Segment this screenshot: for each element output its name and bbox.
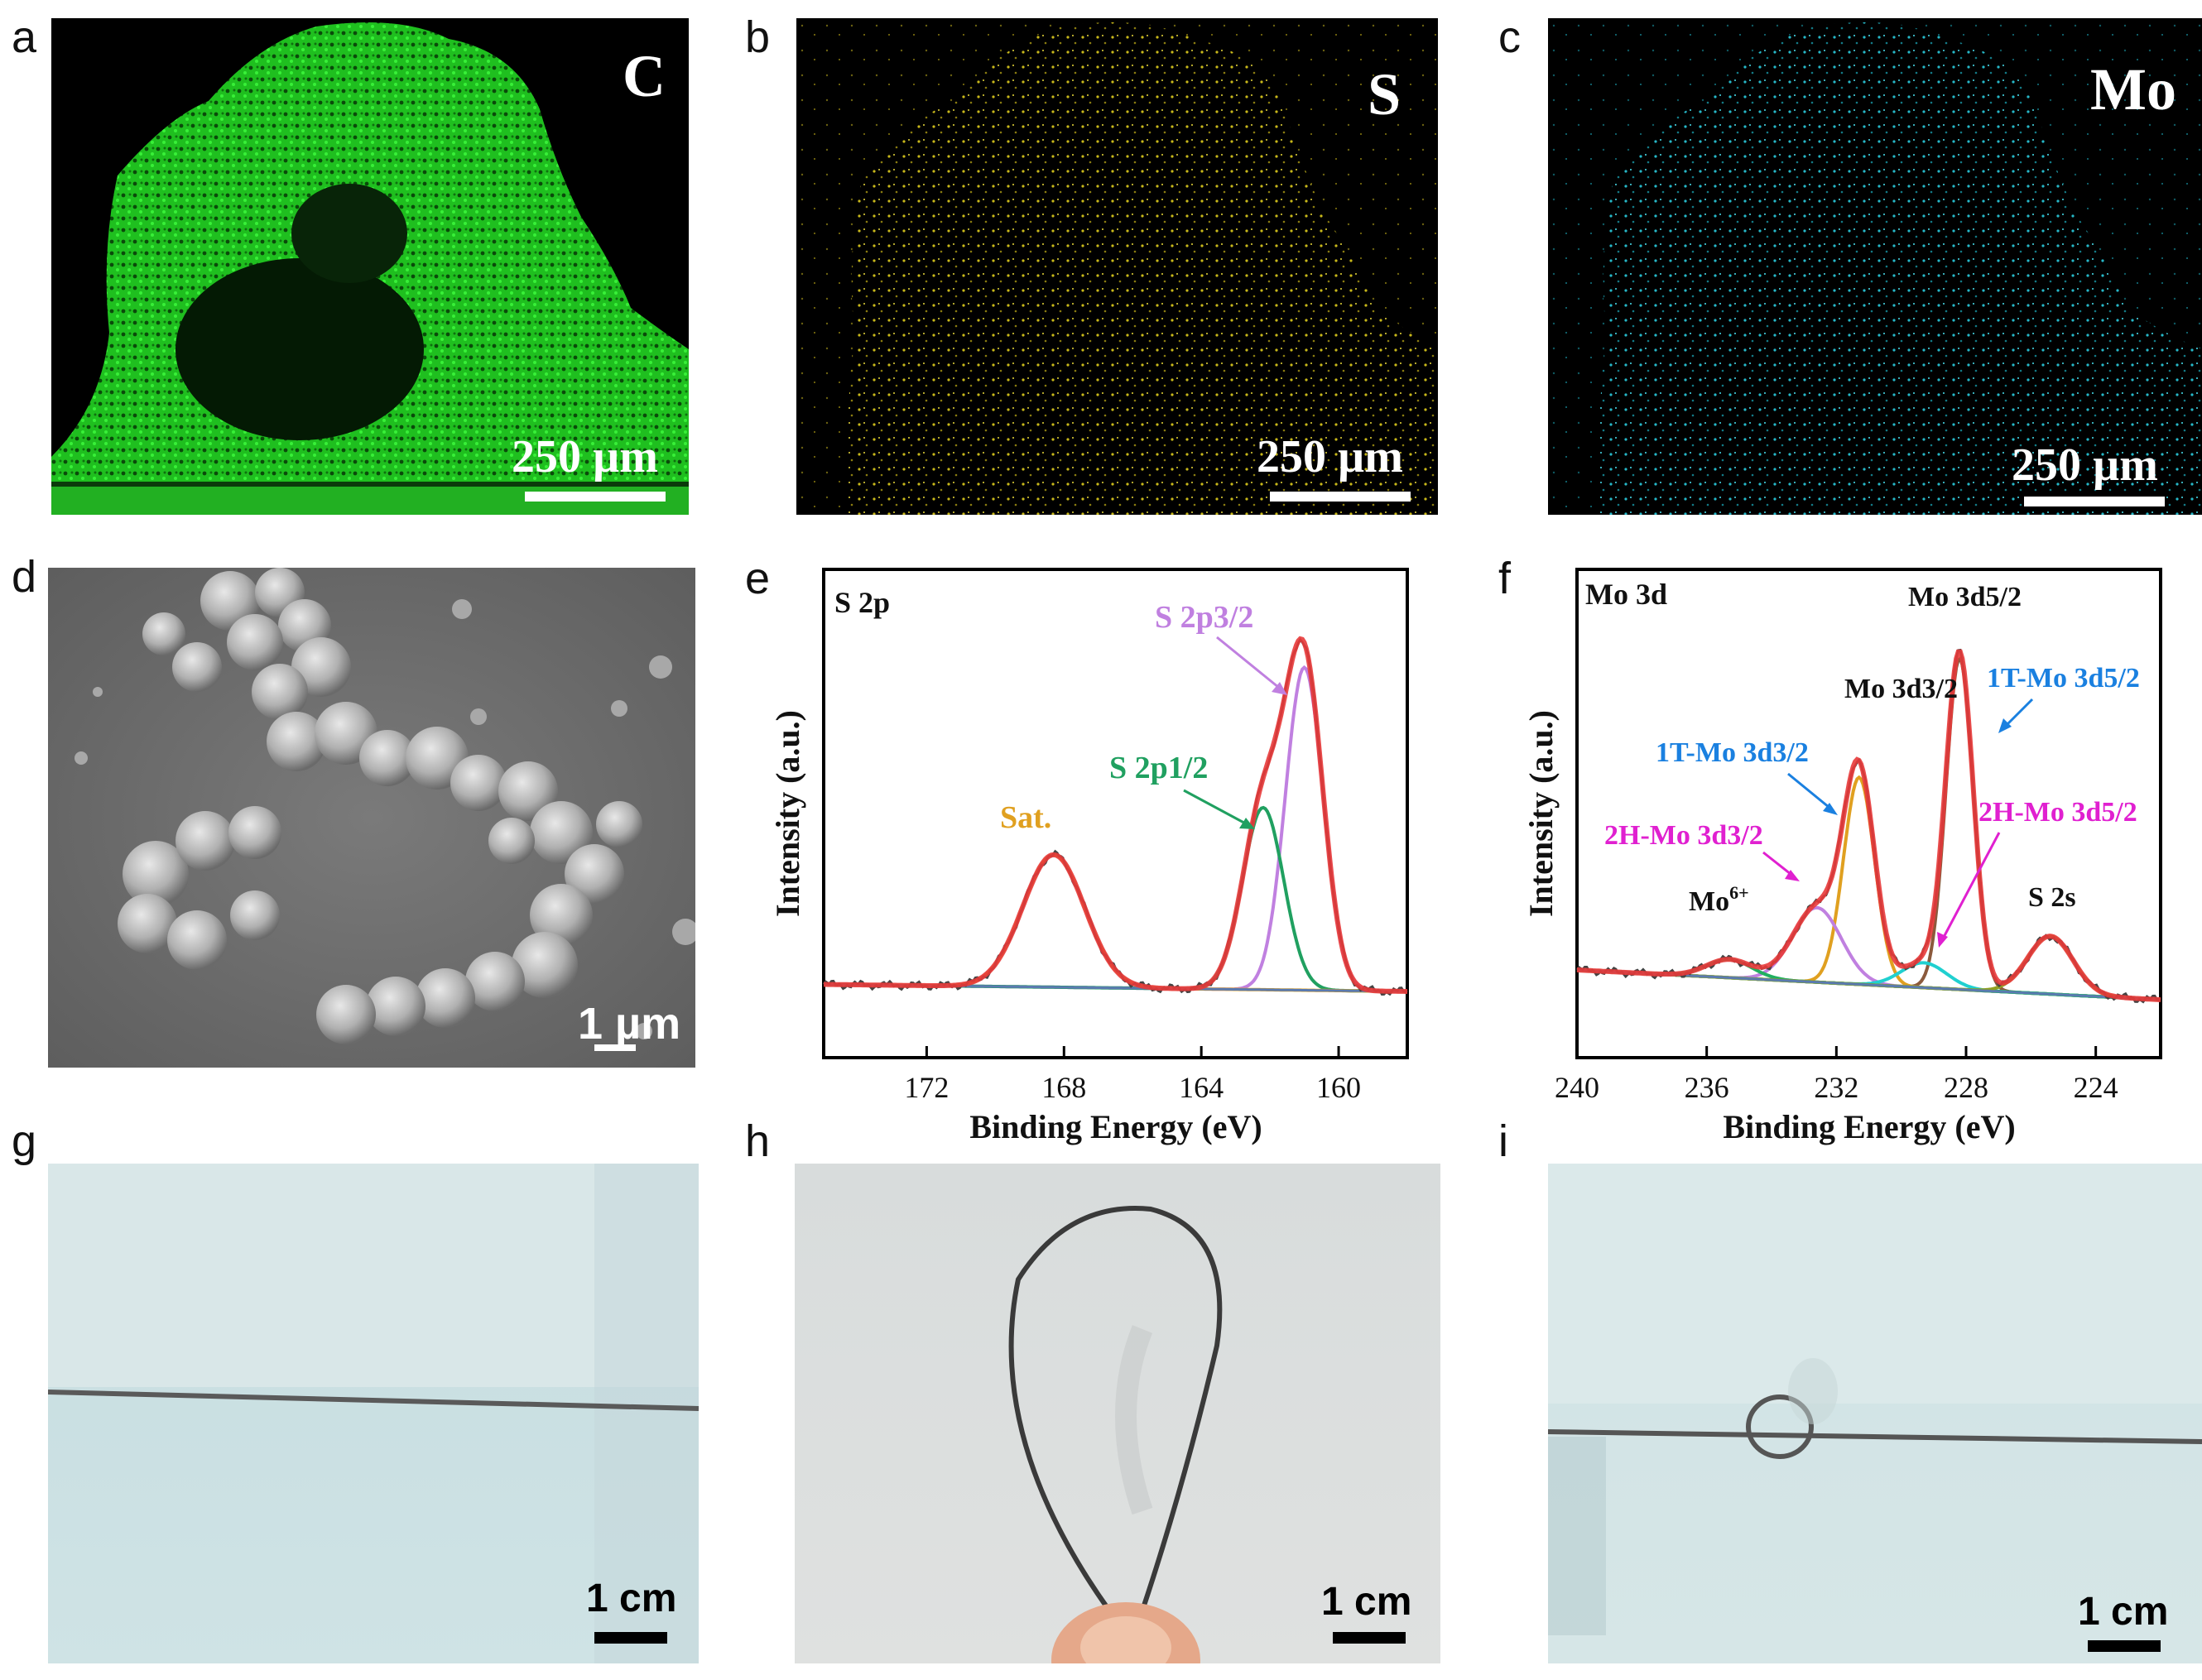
arrow-s2p1-2: [1183, 789, 1251, 828]
scale-bar-label-a: 250 µm: [512, 431, 658, 482]
annot-s2p1-2: S 2p1/2: [1109, 751, 1208, 785]
scale-bar-a: [525, 492, 666, 502]
straight-fiber-image: [48, 1164, 699, 1663]
panel-letter-c: c: [1498, 12, 1521, 62]
element-label-mo: Mo: [2090, 56, 2176, 122]
chart-s2p-peak-s2p1: [824, 805, 1407, 993]
annot-mo6plus-sup: 6+: [1729, 882, 1749, 903]
arrow-2h-mo3d5-2: [1940, 832, 2001, 943]
arrow-s2p3-2: [1216, 636, 1284, 693]
chart-mo3d-xtick-label: 240: [1555, 1071, 1599, 1104]
chart-s2p-xtick-label: 172: [904, 1071, 949, 1104]
chart-mo3d-title: Mo 3d: [1585, 578, 1667, 611]
chart-mo3d-curves: [1575, 648, 2161, 1004]
scale-bar-c: [2024, 497, 2165, 506]
knotted-fiber-image: [1548, 1164, 2202, 1635]
chart-s2p-peak-s2p3: [824, 665, 1407, 993]
panel-letter-e: e: [745, 554, 771, 603]
arrowhead-1t-mo3d5-2: [1998, 718, 2012, 733]
chart-s2p-xtick-label: 164: [1179, 1071, 1224, 1104]
panel-letter-a: a: [12, 12, 37, 62]
annot-2h-mo3d5-2: 2H-Mo 3d5/2: [1978, 797, 2137, 828]
panel-letter-f: f: [1498, 554, 1512, 603]
chart-s2p-xtick-label: 160: [1316, 1071, 1361, 1104]
chart-s2p-xticks: 172 168 164 160: [904, 1046, 1361, 1104]
panel-letter-h: h: [745, 1116, 771, 1166]
chart-s2p-xtick-label: 168: [1041, 1071, 1086, 1104]
chart-s2p-experimental: [822, 637, 1408, 996]
sem-image: 1 µm: [48, 568, 695, 1068]
eds-map-sulfur: S 250 µm: [796, 18, 1438, 515]
molybdenum-map-image: [1548, 18, 2202, 515]
annot-1t-mo3d5-2: 1T-Mo 3d5/2: [1987, 663, 2140, 694]
eds-map-molybdenum: Mo 250 µm: [1548, 18, 2202, 515]
sem-micrograph: [48, 568, 695, 1068]
scale-bar-g: [594, 1632, 667, 1644]
chart-mo3d-ylabel: Intensity (a.u.): [1522, 710, 1560, 917]
chart-s2p-curves: [822, 636, 1408, 996]
scale-bar-label-h: 1 cm: [1321, 1580, 1412, 1624]
arrowhead-s2p1-2: [1239, 818, 1255, 829]
scale-bar-b: [1270, 492, 1411, 502]
arrow-1t-mo3d3-2: [1787, 772, 1834, 813]
chart-mo3d-xtick-label: 228: [1944, 1071, 1988, 1104]
chart-mo3d-frame: [1575, 568, 2162, 1059]
chart-mo3d-peak-s2s: [1576, 934, 2161, 1001]
annot-s2p3-2: S 2p3/2: [1155, 600, 1253, 635]
annot-mo6plus-base: Mo: [1689, 886, 1729, 917]
chart-mo3d-xlabel: Binding Energy (eV): [1723, 1108, 2015, 1145]
annot-2h-mo3d3-2: 2H-Mo 3d3/2: [1604, 820, 1763, 851]
photo-bent-fiber: 1 cm: [795, 1164, 1440, 1663]
scale-bar-i: [2088, 1640, 2161, 1652]
photo-straight-fiber: 1 cm: [48, 1164, 699, 1663]
chart-mo3d-peak-mo6: [1576, 958, 2161, 1001]
arrowhead-1t-mo3d3-2: [1823, 803, 1838, 815]
annot-1t-mo3d3-2: 1T-Mo 3d3/2: [1656, 737, 1809, 768]
panel-letter-b: b: [745, 12, 771, 62]
panel-letter-d: d: [12, 552, 37, 602]
element-label-c: C: [623, 43, 666, 109]
annot-mo3d3-2: Mo 3d3/2: [1844, 674, 1958, 704]
chart-mo3d-envelope-fit: [1576, 649, 2161, 1002]
chart-mo3d-xtick-label: 236: [1685, 1071, 1729, 1104]
chart-s2p: S 2p Intensity (a.u.) Binding Energy (eV…: [769, 568, 1409, 1145]
scale-bar-label-d: 1 µm: [578, 999, 681, 1049]
bent-fiber-image: [1008, 1206, 1223, 1663]
annot-sat: Sat.: [1000, 800, 1051, 835]
scale-bar-label-b: 250 µm: [1257, 431, 1403, 482]
chart-mo3d-xtick-label: 224: [2074, 1071, 2118, 1104]
scale-bar-label-g: 1 cm: [586, 1577, 677, 1620]
eds-map-carbon: C 250 µm: [51, 18, 689, 515]
chart-s2p-frame: [822, 568, 1409, 1059]
arrowhead-s2p3-2: [1272, 682, 1287, 695]
scale-bar-label-c: 250 µm: [2012, 439, 2158, 491]
annot-s2s: S 2s: [2028, 882, 2076, 913]
chart-s2p-title: S 2p: [834, 586, 890, 619]
chart-s2p-envelope-fit: [824, 636, 1407, 994]
element-label-s: S: [1368, 61, 1401, 127]
annot-mo3d5-2: Mo 3d5/2: [1908, 582, 2022, 612]
panel-letter-i: i: [1498, 1116, 1508, 1166]
annot-mo6plus: Mo6+: [1689, 882, 1749, 917]
scale-bar-label-i: 1 cm: [2078, 1590, 2169, 1634]
chart-mo3d-xtick-label: 232: [1814, 1071, 1858, 1104]
scale-bar-d: [594, 1044, 636, 1051]
arrowhead-2h-mo3d5-2: [1937, 932, 1948, 948]
panel-letter-g: g: [12, 1116, 37, 1166]
photo-knotted-fiber: 1 cm: [1548, 1164, 2202, 1663]
sulfur-map-image: [796, 18, 1438, 515]
chart-s2p-ylabel: Intensity (a.u.): [769, 710, 806, 917]
chart-mo3d-xticks: 240 236 232 228 224: [1555, 1046, 2118, 1104]
chart-mo3d: Mo 3d Intensity (a.u.) Binding Energy (e…: [1522, 568, 2162, 1145]
arrowhead-2h-mo3d3-2: [1785, 870, 1800, 881]
chart-s2p-xlabel: Binding Energy (eV): [969, 1108, 1262, 1145]
scale-bar-h: [1333, 1632, 1406, 1644]
